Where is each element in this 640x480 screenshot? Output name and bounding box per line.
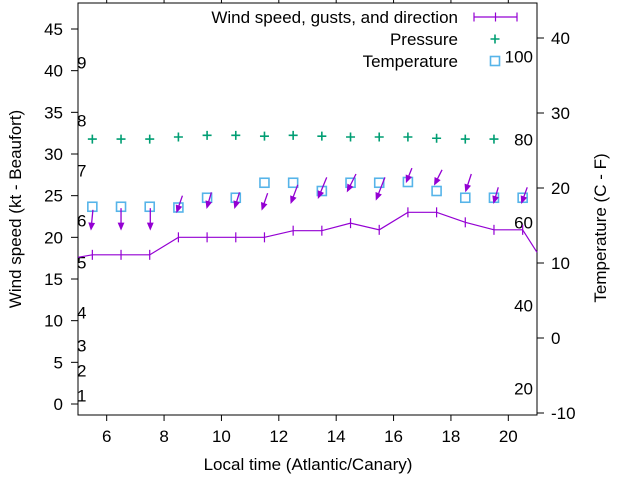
- gust-arrow-head: [434, 176, 441, 186]
- pressure-point: [259, 131, 269, 141]
- x-tick-label: 8: [159, 427, 168, 446]
- gust-arrow-head: [205, 200, 213, 209]
- inner-scale-label: 60: [514, 214, 533, 233]
- y-right-tick-label: 40: [551, 29, 570, 48]
- x-tick-label: 12: [269, 427, 288, 446]
- y-left-tick-label: 5: [54, 353, 63, 372]
- gust-arrow-head: [375, 191, 382, 201]
- beaufort-label: 1: [77, 387, 86, 406]
- gust-arrow-head: [464, 183, 472, 193]
- x-tick-label: 6: [102, 427, 111, 446]
- gust-arrow-head: [317, 190, 325, 199]
- y-axis-label: Wind speed (kt - Beaufort): [6, 110, 25, 308]
- inner-scale-label: 20: [514, 380, 533, 399]
- legend-label-wind: Wind speed, gusts, and direction: [211, 8, 458, 27]
- temperature-point: [431, 185, 442, 197]
- temperature-point: [316, 185, 328, 197]
- gust-arrow-head: [88, 222, 96, 231]
- pressure-point: [173, 132, 183, 142]
- x-tick-label: 18: [441, 427, 460, 446]
- y-left-tick-label: 0: [54, 395, 63, 414]
- y-left-tick-label: 10: [44, 312, 63, 331]
- gust-arrow-head: [520, 195, 528, 204]
- beaufort-label: 5: [77, 253, 86, 272]
- pressure-point: [288, 130, 298, 140]
- pressure-point: [317, 131, 327, 141]
- gust-arrow-head: [290, 195, 297, 204]
- gust-arrow-head: [492, 195, 499, 204]
- wind-line: [77, 211, 538, 258]
- pressure-point: [116, 134, 126, 144]
- pressure-point: [231, 130, 241, 140]
- beaufort-label: 4: [77, 303, 86, 322]
- inner-scale-label: 80: [514, 131, 533, 150]
- pressure-point: [489, 134, 499, 144]
- gust-arrow-head: [346, 183, 354, 193]
- y2-axis-label: Temperature (C - F): [591, 153, 610, 302]
- y-left-tick-label: 35: [44, 103, 63, 122]
- inner-scale-label: 40: [514, 297, 533, 316]
- gust-arrow-head: [175, 204, 183, 214]
- gust-arrow-head: [117, 222, 125, 231]
- gust-arrow-head: [233, 200, 240, 209]
- legend-marker-temperature: [489, 55, 501, 67]
- temperature-point: [373, 177, 385, 189]
- beaufort-label: 7: [77, 162, 86, 181]
- gust-arrow-head: [405, 174, 413, 184]
- y-left-tick-label: 25: [44, 187, 63, 206]
- pressure-point: [403, 132, 413, 142]
- y-left-tick-label: 20: [44, 228, 63, 247]
- y-left-tick-label: 40: [44, 62, 63, 81]
- beaufort-label: 2: [77, 362, 86, 381]
- x-axis-label: Local time (Atlantic/Canary): [204, 455, 413, 474]
- pressure-point: [374, 132, 384, 142]
- legend-marker-pressure: [490, 34, 500, 44]
- x-tick-label: 10: [212, 427, 231, 446]
- gust-arrow-head: [260, 201, 268, 211]
- y-left-tick-label: 30: [44, 145, 63, 164]
- temperature-point: [287, 177, 299, 189]
- beaufort-label: 3: [77, 337, 86, 356]
- y-right-tick-label: -10: [551, 404, 576, 423]
- temperature-point: [459, 192, 471, 204]
- beaufort-label: 6: [77, 212, 86, 231]
- gust-arrow-head: [146, 222, 154, 231]
- pressure-point: [145, 134, 155, 144]
- inner-scale-label: 100: [505, 48, 533, 67]
- y-left-tick-label: 15: [44, 270, 63, 289]
- x-tick-label: 16: [384, 427, 403, 446]
- y-right-tick-label: 30: [551, 104, 570, 123]
- plot-border: [77, 2, 538, 416]
- pressure-point: [87, 134, 97, 144]
- pressure-point: [432, 133, 442, 143]
- y-right-tick-label: 0: [551, 329, 560, 348]
- x-tick-label: 14: [327, 427, 346, 446]
- y-right-tick-label: 20: [551, 179, 570, 198]
- temperature-point: [173, 202, 184, 213]
- legend-label-pressure: Pressure: [390, 30, 458, 49]
- y-right-tick-label: 10: [551, 254, 570, 273]
- legend-label-temperature: Temperature: [363, 52, 458, 71]
- x-tick-label: 20: [499, 427, 518, 446]
- beaufort-label: 8: [77, 112, 86, 131]
- temperature-point: [259, 177, 270, 189]
- beaufort-label: 9: [77, 53, 86, 72]
- pressure-point: [202, 130, 212, 140]
- pressure-point: [346, 132, 356, 142]
- pressure-point: [460, 134, 470, 144]
- y-left-tick-label: 45: [44, 20, 63, 39]
